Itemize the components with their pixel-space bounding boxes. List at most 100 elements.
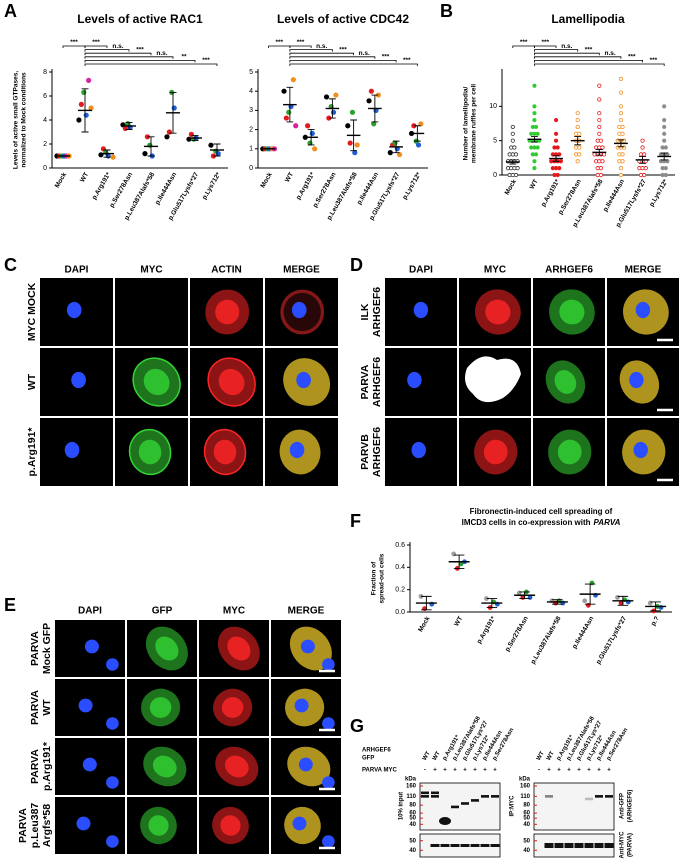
data-point [326, 115, 332, 121]
row-label: ILK [359, 303, 371, 320]
cell-signal [557, 439, 582, 465]
data-point [312, 146, 318, 152]
significance-label: *** [520, 39, 528, 46]
y-tick-label: 1 [249, 146, 253, 153]
data-point [577, 131, 582, 136]
row-label: ARHGEF6 [371, 287, 383, 337]
data-point [510, 138, 515, 143]
myc-sign: - [424, 768, 426, 774]
data-point [352, 150, 358, 156]
data-point [333, 92, 339, 98]
nucleus [106, 835, 119, 848]
data-point [647, 600, 653, 606]
data-point [83, 112, 89, 118]
y-tick-label: 5 [249, 69, 253, 76]
band [605, 795, 613, 798]
antibody-label: Anti-MYC [620, 831, 626, 859]
data-point [532, 111, 537, 116]
data-point [208, 142, 214, 148]
significance-label: *** [297, 39, 305, 46]
data-point [642, 152, 647, 157]
data-point [558, 159, 563, 164]
column-label: MERGE [283, 265, 320, 276]
data-point [533, 152, 539, 157]
y-tick-label: 0.2 [395, 587, 405, 594]
nucleus [629, 371, 644, 389]
x-tick-label: WT [529, 178, 540, 190]
band [545, 795, 553, 798]
nucleus [106, 658, 119, 671]
cell-signal [465, 356, 521, 403]
significance-label: *** [275, 39, 283, 46]
data-point [622, 138, 627, 143]
band [450, 844, 460, 847]
band [544, 843, 554, 848]
band [595, 795, 603, 798]
row-label: Argfs*58 [41, 804, 53, 847]
kda-tick-label: 110 [520, 794, 530, 800]
data-point [164, 134, 170, 140]
significance-label: *** [585, 46, 593, 53]
significance-label: *** [70, 39, 78, 46]
significance-bracket [534, 63, 665, 66]
column-label: DAPI [78, 606, 102, 617]
data-point [622, 145, 627, 150]
kda-tick-label: 40 [409, 822, 416, 828]
cell-signal [218, 368, 245, 396]
data-point [597, 97, 602, 102]
nucleus [106, 776, 119, 789]
myc-sign: + [473, 768, 477, 774]
nucleus [289, 441, 305, 459]
myc-sign: + [493, 768, 497, 774]
antibody-label: Anti-GFP [620, 793, 626, 819]
nucleus [407, 371, 422, 389]
significance-label: n.s. [561, 43, 572, 50]
x-tick-label: Mock [504, 178, 519, 196]
nucleus [76, 816, 91, 831]
y-tick-label: 0 [249, 165, 253, 172]
panel-letter: A [4, 1, 17, 21]
nucleus [64, 441, 80, 459]
data-point [618, 111, 624, 116]
band [585, 797, 593, 801]
column-label: MERGE [288, 606, 325, 617]
cell-edge [203, 428, 247, 476]
data-point [620, 124, 625, 130]
cell-signal [138, 439, 162, 465]
row-label: PARVA [17, 808, 29, 843]
band [451, 805, 459, 809]
chart-title: Lamellipodia [551, 12, 625, 26]
nucleus [66, 301, 82, 319]
data-point [512, 145, 517, 150]
cell-edge [128, 428, 172, 476]
kda-tick-label: 80 [409, 803, 416, 809]
data-point [76, 117, 82, 123]
data-point [86, 77, 92, 83]
column-label: ARHGEF6 [545, 265, 593, 276]
data-point [557, 166, 562, 171]
data-point [598, 172, 604, 178]
x-tick-label: p.Ile444Asn [571, 615, 595, 650]
column-label: MYC [223, 606, 245, 617]
data-point [553, 131, 559, 136]
data-point [575, 124, 580, 130]
significance-label: n.s. [112, 43, 123, 50]
significance-label: ** [181, 54, 187, 61]
nucleus [296, 371, 311, 389]
data-point [347, 140, 353, 146]
panel-letter: D [350, 255, 363, 275]
data-point [387, 150, 393, 156]
data-point [283, 115, 289, 121]
column-label: ACTIN [211, 265, 242, 276]
row-label: WT [26, 373, 38, 390]
nucleus [411, 441, 426, 459]
nucleus [82, 757, 97, 772]
row-label: PARVB [359, 434, 371, 470]
x-tick-label: p.Arg191* [91, 171, 112, 201]
data-point [597, 117, 602, 123]
x-tick-label: Mock [54, 171, 69, 189]
cell-signal [152, 755, 177, 778]
data-point [171, 105, 177, 111]
band [421, 795, 429, 798]
nucleus [300, 639, 315, 654]
